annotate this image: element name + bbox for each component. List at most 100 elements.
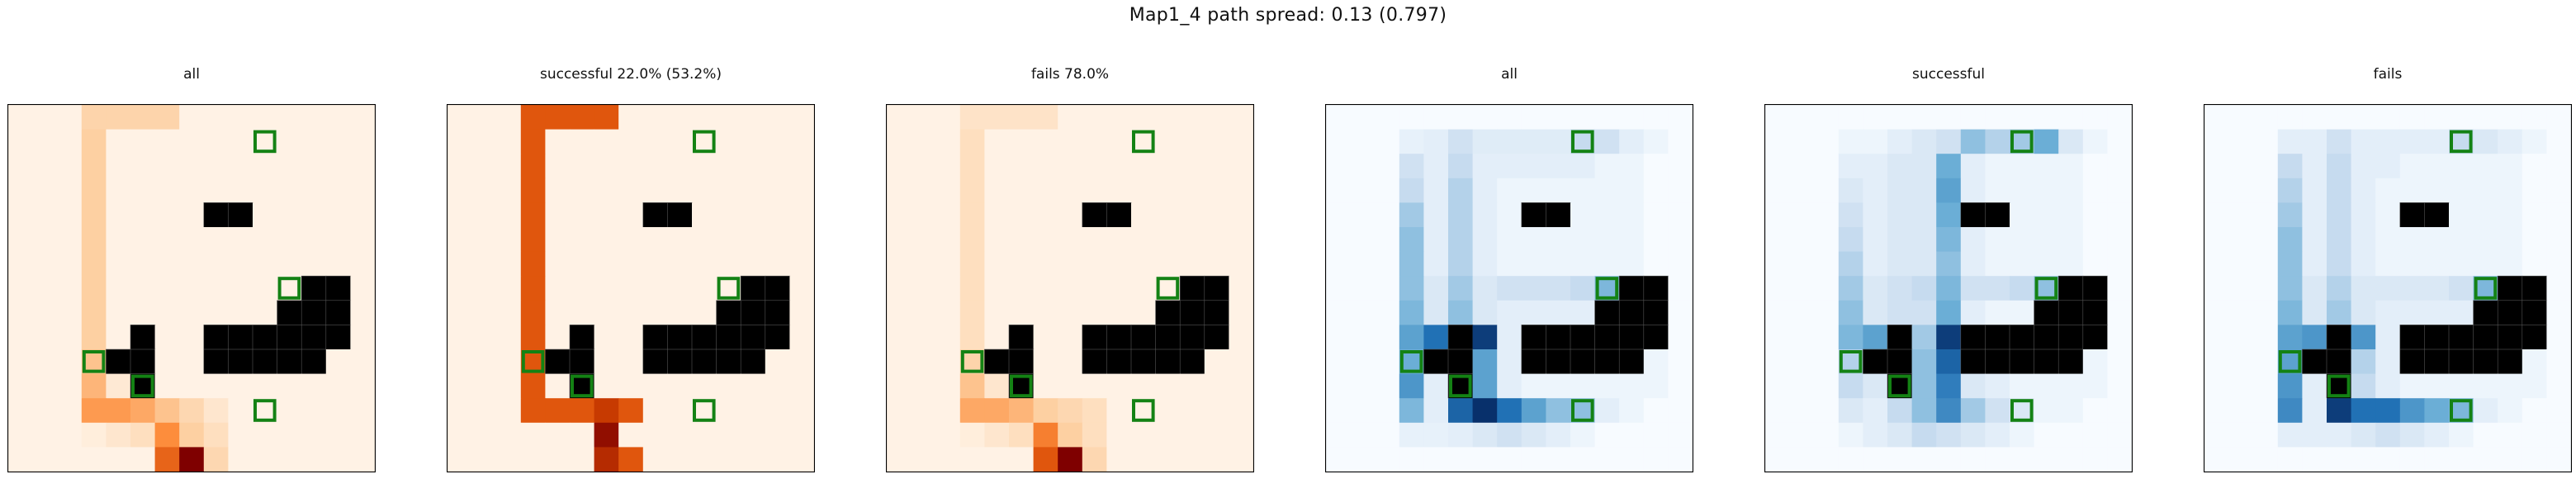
- heat-cell: [1985, 398, 2010, 424]
- heat-cell: [1180, 422, 1205, 448]
- heat-cell: [179, 178, 205, 203]
- target-marker: [960, 350, 984, 373]
- heat-cell: [301, 227, 327, 252]
- heat-cell: [887, 276, 912, 301]
- heat-cell: [8, 251, 33, 277]
- heat-cell: [228, 447, 253, 472]
- heat-cell: [130, 398, 155, 424]
- heat-cell: [594, 202, 619, 228]
- heat-cell: [692, 276, 717, 301]
- obstacle-cell: [2057, 300, 2084, 326]
- heat-cell: [32, 129, 58, 154]
- target-marker: [253, 399, 277, 422]
- heat-cell: [1570, 251, 1595, 277]
- obstacle-cell: [325, 300, 352, 326]
- heat-cell: [2082, 373, 2108, 399]
- heat-cell: [984, 251, 1010, 277]
- heat-cell: [228, 398, 253, 424]
- heat-cell: [2034, 398, 2059, 424]
- heat-cell: [1668, 422, 1693, 448]
- heat-cell: [1838, 154, 1863, 179]
- heat-cell: [667, 178, 693, 203]
- heat-cell: [570, 227, 594, 252]
- heat-cell: [545, 447, 571, 472]
- obstacle-cell: [1106, 325, 1132, 350]
- heat-cell: [154, 325, 180, 350]
- heat-cell: [130, 300, 155, 325]
- heat-cell: [2424, 154, 2450, 179]
- heat-cell: [1009, 276, 1034, 301]
- heat-cell: [1521, 398, 1546, 424]
- heat-cell: [8, 300, 33, 325]
- heat-cell: [1033, 276, 1058, 301]
- heat-cell: [1082, 227, 1107, 252]
- obstacle-cell: [1179, 349, 1205, 375]
- heat-cell: [1326, 154, 1351, 179]
- heat-cell: [570, 105, 594, 130]
- heat-cell: [1423, 227, 1449, 252]
- obstacle-cell: [1082, 349, 1108, 375]
- heat-cell: [130, 251, 155, 277]
- heat-cell: [1789, 202, 1815, 228]
- obstacle-cell: [667, 349, 693, 375]
- heat-cell: [1204, 373, 1229, 399]
- heat-cell: [2522, 373, 2547, 399]
- obstacle-cell: [106, 349, 131, 375]
- heat-cell: [570, 422, 594, 448]
- heat-cell: [471, 300, 497, 325]
- heat-cell: [2546, 398, 2572, 424]
- obstacle-cell: [545, 349, 571, 375]
- heat-cell: [81, 422, 107, 448]
- target-marker: [2278, 350, 2302, 373]
- heat-cell: [2449, 251, 2474, 277]
- heat-cell: [471, 422, 497, 448]
- heat-cell: [1546, 276, 1571, 301]
- heat-cell: [350, 447, 376, 472]
- heat-cell: [984, 276, 1010, 301]
- heat-cell: [1863, 422, 1888, 448]
- heat-cell: [8, 154, 33, 179]
- heat-cell: [2522, 349, 2547, 374]
- heat-cell: [1448, 202, 1473, 228]
- heat-cell: [1668, 251, 1693, 277]
- heat-cell: [2010, 202, 2034, 228]
- heat-cell: [1668, 276, 1693, 301]
- heat-cell: [179, 422, 205, 448]
- heat-cell: [911, 276, 936, 301]
- heat-cell: [2375, 129, 2401, 154]
- heat-cell: [2228, 422, 2254, 448]
- heat-cell: [2546, 178, 2572, 203]
- heat-cell: [520, 251, 546, 277]
- heat-cell: [2302, 178, 2327, 203]
- heat-cell: [741, 422, 766, 448]
- heat-cell: [1789, 398, 1815, 424]
- heat-cell: [1765, 447, 1790, 472]
- heat-cell: [911, 349, 936, 374]
- obstacle-cell: [1546, 325, 1571, 350]
- heat-cell: [1082, 300, 1107, 325]
- target-marker: [1571, 399, 1594, 422]
- heat-cell: [8, 422, 33, 448]
- heat-cell: [179, 154, 205, 179]
- heat-cell: [1058, 178, 1083, 203]
- heat-cell: [1350, 300, 1376, 325]
- heat-cell: [789, 154, 815, 179]
- heat-cell: [1765, 349, 1790, 374]
- heat-cell: [2498, 105, 2523, 130]
- heat-cell: [642, 422, 668, 448]
- heat-cell: [2399, 251, 2425, 277]
- heat-cell: [1863, 325, 1888, 350]
- heat-cell: [2375, 105, 2401, 130]
- heat-cell: [887, 178, 912, 203]
- heat-cell: [1960, 105, 1986, 130]
- heat-cell: [1765, 154, 1790, 179]
- heat-cell: [1814, 325, 1840, 350]
- heat-cell: [1765, 422, 1790, 448]
- heat-cell: [2546, 105, 2572, 130]
- heat-cell: [1350, 154, 1376, 179]
- heat-cell: [765, 422, 790, 448]
- obstacle-cell: [1546, 349, 1571, 375]
- heat-cell: [1350, 398, 1376, 424]
- heat-cell: [228, 300, 253, 325]
- obstacle-cell: [642, 349, 669, 375]
